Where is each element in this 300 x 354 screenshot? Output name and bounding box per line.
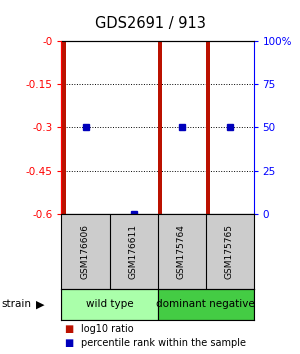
- Text: strain: strain: [2, 299, 31, 309]
- Bar: [62, 41, 66, 214]
- Text: dominant negative: dominant negative: [156, 299, 255, 309]
- Text: log10 ratio: log10 ratio: [81, 324, 134, 334]
- Bar: [158, 289, 254, 320]
- Text: percentile rank within the sample: percentile rank within the sample: [81, 338, 246, 348]
- Text: GSM176606: GSM176606: [81, 224, 90, 279]
- Text: GSM175765: GSM175765: [225, 224, 234, 279]
- Text: ▶: ▶: [36, 299, 45, 309]
- Bar: [61, 289, 158, 320]
- Text: wild type: wild type: [86, 299, 133, 309]
- Text: ■: ■: [64, 324, 74, 334]
- Text: GSM176611: GSM176611: [129, 224, 138, 279]
- Bar: [206, 41, 210, 214]
- Text: GDS2691 / 913: GDS2691 / 913: [94, 16, 206, 31]
- Text: GSM175764: GSM175764: [177, 224, 186, 279]
- Bar: [158, 41, 162, 214]
- Text: ■: ■: [64, 338, 74, 348]
